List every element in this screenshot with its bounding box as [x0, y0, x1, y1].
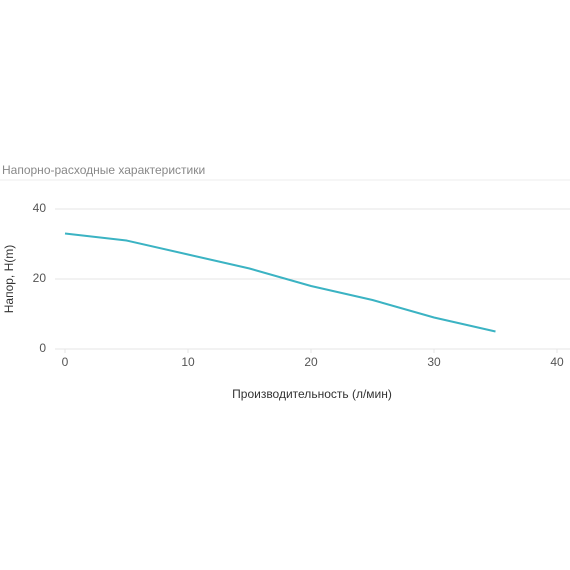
y-tick-label: 0: [39, 341, 46, 355]
chart-title: Напорно-расходные характеристики: [2, 163, 205, 177]
x-tick-label: 10: [181, 355, 195, 369]
x-tick-label: 40: [550, 355, 564, 369]
line-series: [64, 232, 496, 333]
y-tick-label: 40: [33, 201, 47, 215]
x-tick-label: 30: [427, 355, 441, 369]
x-tick-label: 0: [62, 355, 69, 369]
y-tick-label: 20: [33, 271, 47, 285]
y-axis-label: Напор, H(m): [2, 245, 16, 314]
x-tick-label: 20: [304, 355, 318, 369]
x-axis-label: Производительность (л/мин): [232, 387, 392, 401]
